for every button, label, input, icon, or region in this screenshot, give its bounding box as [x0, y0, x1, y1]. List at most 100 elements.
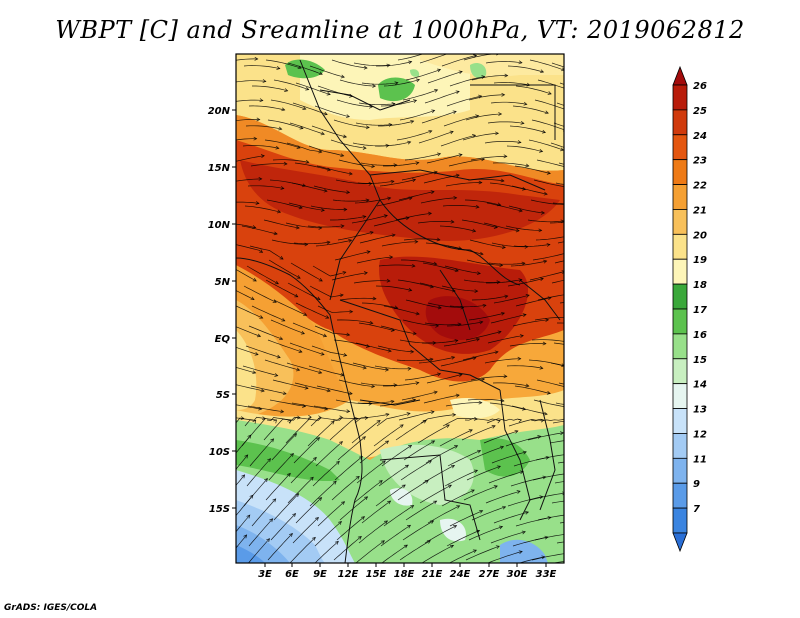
streamline-arrow — [614, 386, 617, 389]
streamline-arrow — [454, 268, 459, 273]
streamline-arrow — [590, 538, 593, 541]
streamline — [331, 272, 368, 281]
streamline-arrow — [518, 208, 523, 213]
longitude-labels: 3E 6E 9E 12E 15E 18E 21E 24E 27E 30E 33E — [258, 569, 556, 580]
streamline — [397, 54, 424, 61]
streamline — [265, 279, 298, 298]
streamline-arrow — [309, 476, 314, 481]
streamline-arrow — [391, 233, 396, 238]
green-patch-north-west — [285, 59, 325, 79]
streamline-arrow — [517, 356, 522, 361]
streamline — [461, 219, 498, 228]
streamline — [236, 58, 258, 61]
streamline-arrow — [264, 478, 268, 483]
streamline — [329, 418, 359, 441]
lat-label: 15N — [208, 163, 231, 174]
streamline — [485, 490, 521, 504]
streamline-arrow — [546, 170, 551, 175]
streamline-arrow — [525, 383, 530, 388]
streamline-arrow — [376, 420, 381, 424]
streamline — [551, 279, 564, 284]
streamline — [315, 239, 352, 247]
streamline-arrow — [452, 412, 457, 417]
streamline — [373, 217, 410, 227]
streamline-arrow — [523, 101, 528, 106]
streamline-arrow — [378, 480, 383, 484]
streamline-arrow — [342, 134, 348, 139]
streamline-arrow — [298, 349, 303, 353]
streamline-arrow — [355, 475, 360, 480]
streamline — [531, 553, 564, 561]
streamline — [487, 121, 524, 124]
streamline-arrow — [501, 92, 506, 97]
streamline-arrow — [521, 530, 526, 535]
streamline — [273, 299, 307, 316]
streamline — [236, 178, 262, 182]
streamline-arrow — [305, 159, 310, 164]
streamline — [487, 335, 524, 344]
colorbar-labels: 26 25 24 23 22 21 20 19 18 17 16 15 14 13 12 11 9 7 — [693, 81, 707, 515]
streamline-arrow — [495, 545, 500, 549]
streamline — [312, 265, 346, 277]
streamline — [236, 80, 266, 83]
streamline — [402, 319, 439, 327]
streamline — [527, 219, 564, 223]
streamline-arrow — [450, 544, 455, 549]
streamline-arrow — [610, 483, 613, 486]
streamline — [378, 264, 415, 267]
streamline — [512, 319, 549, 327]
streamline-arrow — [564, 552, 567, 555]
streamline — [270, 99, 306, 110]
streamline — [273, 79, 309, 90]
streamline — [576, 126, 611, 135]
streamline — [265, 473, 291, 501]
streamline — [361, 500, 391, 524]
streamline-arrow — [519, 334, 524, 338]
streamline — [354, 197, 391, 204]
streamline — [422, 262, 459, 272]
streamline — [236, 290, 255, 300]
streamline — [242, 145, 279, 149]
streamline — [493, 82, 530, 86]
colorbar-label: 24 — [693, 131, 707, 142]
streamline-arrow — [241, 474, 246, 479]
streamline-arrow — [266, 538, 270, 543]
streamline-arrow — [429, 50, 432, 53]
streamline-arrow — [566, 108, 569, 111]
streamline — [486, 418, 522, 424]
streamline — [467, 398, 504, 402]
streamline — [236, 201, 259, 204]
streamline-arrow — [252, 419, 257, 424]
streamline-arrow — [526, 82, 531, 87]
streamline-arrow — [339, 415, 344, 420]
streamline-arrow — [296, 275, 301, 279]
streamline — [404, 153, 441, 161]
streamline-arrow — [286, 472, 291, 477]
streamline-arrow — [253, 136, 258, 141]
streamline — [510, 260, 547, 267]
map-title: WBPT [C] and Sreamline at 1000hPa, VT: 2… — [55, 16, 745, 44]
streamline — [576, 564, 612, 566]
streamline-arrow — [522, 186, 527, 191]
streamline-arrow — [304, 385, 309, 390]
streamline — [533, 179, 564, 187]
streamline — [446, 530, 480, 547]
streamline-arrow — [605, 152, 608, 155]
streamline-arrow — [330, 420, 335, 425]
streamline — [293, 437, 320, 464]
streamline-arrow — [476, 271, 481, 276]
streamline — [236, 269, 257, 282]
streamline — [578, 184, 614, 187]
streamline — [551, 500, 564, 504]
colorbar-box — [672, 134, 688, 161]
streamline-arrow — [502, 505, 507, 510]
streamline — [336, 319, 373, 324]
streamline-arrow — [280, 186, 285, 190]
streamline-arrow — [415, 381, 420, 385]
streamline-arrow — [458, 373, 463, 377]
colorbar-label: 22 — [693, 181, 707, 192]
streamline-arrow — [607, 503, 610, 506]
streamline-arrow — [346, 332, 351, 337]
streamline — [267, 533, 293, 561]
streamline — [483, 222, 520, 232]
